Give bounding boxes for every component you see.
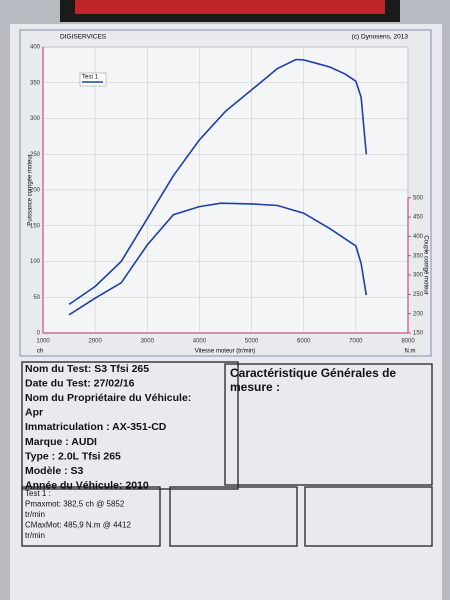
- y2-tick-label: 300: [413, 273, 424, 279]
- y-axis-label: Puissance corrigée moteur: [28, 154, 34, 225]
- y2-tick-label: 500: [413, 195, 424, 201]
- y-tick-label: 300: [30, 116, 41, 122]
- x-tick-label: 5000: [245, 339, 259, 345]
- result-line: Test 1 :: [25, 489, 51, 498]
- y2-tick-label: 350: [413, 253, 424, 259]
- result-line: tr/min: [25, 510, 45, 519]
- info-line: Immatriculation : AX-351-CD: [25, 421, 167, 433]
- x-tick-label: 6000: [297, 339, 311, 345]
- y-tick-label: 250: [30, 152, 41, 158]
- x-tick-label: 8000: [401, 339, 415, 345]
- x-tick-label: 3000: [141, 339, 155, 345]
- y2-tick-label: 150: [413, 331, 424, 337]
- y-tick-label: 50: [33, 295, 40, 301]
- line-series: [68, 58, 368, 306]
- y-tick-label: 200: [30, 188, 41, 194]
- y-tick-label: 100: [30, 259, 41, 265]
- empty-box: [304, 486, 433, 547]
- info-line: Date du Test: 27/02/16: [25, 377, 135, 389]
- info-line: Modèle : S3: [25, 465, 84, 477]
- result-line: CMaxMot: 485,9 N.m @ 4412: [25, 521, 131, 530]
- y2-tick-label: 450: [413, 215, 424, 221]
- x-tick-label: 7000: [349, 339, 363, 345]
- result-box: [21, 486, 161, 547]
- x-tick-label: 2000: [88, 339, 102, 345]
- info-line: Apr: [25, 407, 43, 419]
- chart-frame: [19, 29, 432, 357]
- header-left: DIGISERVICES: [60, 34, 107, 41]
- info-line: Nom du Propriétaire du Véhicule:: [25, 392, 191, 404]
- y2-tick-label: 400: [413, 234, 424, 240]
- mesure-title: mesure :: [230, 380, 280, 394]
- legend-label: Test 1: [82, 75, 99, 81]
- x-axis-label: Vitesse moteur (tr/min): [195, 349, 256, 355]
- y-tick-label: 150: [30, 223, 41, 229]
- header-right: (c) Dynosens, 2013: [352, 34, 409, 41]
- document-boxes: [21, 361, 433, 547]
- result-line: Pmaxmot: 382,5 ch @ 5852: [25, 500, 125, 509]
- y2-tick-label: 200: [413, 311, 424, 317]
- mesure-title: Caractéristique Générales de: [230, 366, 396, 380]
- y2-unit: N.m: [405, 349, 416, 355]
- mesure-box: [224, 363, 433, 486]
- info-line: Type : 2.0L Tfsi 265: [25, 450, 121, 462]
- top-red: [75, 0, 385, 14]
- info-box: [21, 361, 239, 490]
- info-line: Nom du Test: S3 Tfsi 265: [25, 363, 149, 375]
- info-line: Marque : AUDI: [25, 436, 97, 448]
- y-unit: ch: [37, 349, 43, 355]
- line-series: [68, 202, 368, 316]
- y2-tick-label: 250: [413, 292, 424, 298]
- empty-box: [169, 486, 298, 547]
- info-line: Année du Véhicule: 2010: [25, 480, 149, 492]
- x-tick-label: 4000: [193, 339, 207, 345]
- y-tick-label: 0: [37, 331, 41, 337]
- x-tick-label: 1000: [36, 339, 50, 345]
- y-tick-label: 400: [30, 45, 41, 51]
- result-line: tr/min: [25, 531, 45, 540]
- y-tick-label: 350: [30, 80, 41, 86]
- y2-axis-label: Couple corrigé moteur: [422, 235, 428, 294]
